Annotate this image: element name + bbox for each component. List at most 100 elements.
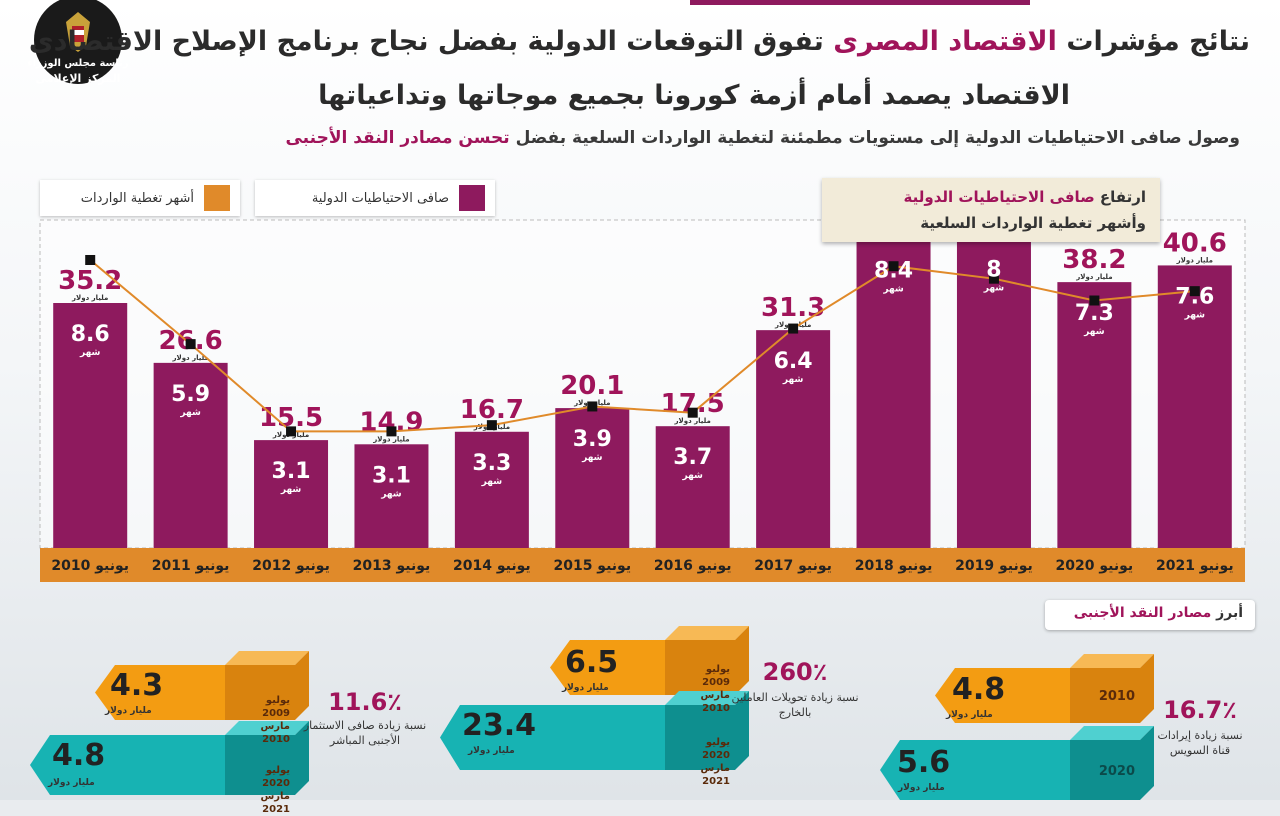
fdi-block-after-endcap [225, 735, 295, 795]
bar-reserves-2 [254, 440, 329, 548]
fdi-after-value: 4.8 [52, 738, 106, 773]
data-label-imports-5: 3.9 [573, 427, 612, 452]
unit-label-reserves-6: مليار دولار [674, 417, 711, 425]
remit-before-value: 6.5 [565, 645, 619, 680]
remit-after-value: 23.4 [462, 708, 537, 743]
fdi-block-before-endcap [225, 665, 295, 720]
bar-reserves-10 [1057, 282, 1132, 548]
suez-after-value: 5.6 [897, 745, 951, 780]
point-imports-4 [486, 420, 497, 431]
point-imports-10 [1089, 295, 1100, 306]
fdi-block-before-side [295, 651, 309, 720]
legend-swatch-reserves [459, 185, 485, 211]
x-tick-10: يونيو 2020 [1056, 558, 1134, 574]
cabinet-logo: رئاسة مجلس الوزراء المركز الإعلامى [27, 0, 129, 85]
remit-after-unit: مليار دولار [468, 746, 515, 756]
x-tick-2: يونيو 2012 [252, 558, 330, 574]
data-label-imports-9: 8 [986, 257, 1001, 282]
point-imports-3 [386, 426, 397, 437]
unit-label-imports-11: شهر [1184, 310, 1206, 320]
remit-block-before-side [735, 626, 749, 695]
sources-title: أبرز مصادر النقد الأجنبى [1045, 600, 1255, 630]
bar-reserves-8 [856, 239, 931, 548]
unit-label-reserves-1: مليار دولار [171, 354, 208, 362]
data-label-imports-3: 3.1 [372, 463, 411, 488]
legend-imports: أشهر تغطية الواردات [40, 180, 240, 216]
bar-reserves-4 [454, 431, 529, 548]
fdi-before-value: 4.3 [110, 668, 164, 703]
suez-block-before-top [1070, 654, 1154, 668]
data-label-imports-11: 7.6 [1175, 284, 1214, 309]
data-label-imports-4: 3.3 [472, 451, 511, 476]
bar-reserves-11 [1157, 265, 1232, 548]
data-label-reserves-0: 35.2 [58, 266, 122, 296]
data-label-imports-2: 3.1 [272, 459, 311, 484]
bar-reserves-3 [354, 444, 429, 548]
x-tick-6: يونيو 2016 [654, 558, 732, 574]
page-title-line2: الاقتصاد يصمد أمام أزمة كورونا بجميع موج… [318, 80, 1070, 111]
unit-label-imports-9: شهر [983, 283, 1005, 293]
unit-label-reserves-0: مليار دولار [71, 294, 108, 302]
unit-label-imports-1: شهر [179, 408, 201, 418]
fdi-block-after-side [295, 721, 309, 795]
suez-desc: نسبة زيادة إيرادات قناة السويس [1157, 729, 1243, 757]
data-label-imports-7: 6.4 [774, 349, 813, 374]
data-label-reserves-4: 16.7 [460, 395, 524, 425]
bar-reserves-0 [53, 303, 128, 548]
point-imports-7 [788, 323, 799, 334]
unit-label-imports-6: شهر [682, 471, 704, 481]
fdi-pct: 11.6٪ [328, 688, 402, 716]
suez-after-period: 2020 [1098, 764, 1135, 779]
x-tick-8: يونيو 2018 [855, 558, 933, 574]
point-imports-5 [587, 401, 598, 412]
fdi-after-unit: مليار دولار [48, 778, 95, 788]
x-tick-7: يونيو 2017 [754, 558, 832, 574]
logo-text-top: رئاسة مجلس الوزراء [27, 58, 128, 69]
logo-text-bottom: المركز الإعلامى [36, 72, 121, 85]
data-label-reserves-5: 20.1 [560, 371, 624, 401]
point-imports-6 [687, 407, 698, 418]
suez-block-after-side [1140, 726, 1154, 800]
bar-reserves-5 [555, 408, 630, 548]
remit-block-before-top [665, 626, 749, 640]
fdi-before-period: يوليو 2009 مارس 2010 [260, 695, 290, 745]
data-label-imports-0: 8.6 [71, 322, 110, 347]
unit-label-reserves-11: مليار دولار [1176, 256, 1213, 264]
top-accent-bar [690, 0, 1030, 5]
unit-label-imports-0: شهر [79, 348, 101, 358]
unit-label-imports-7: شهر [782, 375, 804, 385]
bar-reserves-7 [756, 330, 831, 548]
bar-reserves-1 [153, 362, 228, 548]
remit-block-after-front [440, 705, 735, 770]
unit-label-imports-2: شهر [280, 485, 302, 495]
page-title: نتائج مؤشرات الاقتصاد المصرى تفوق التوقع… [28, 26, 1250, 57]
fdi-after-period: يوليو 2020 مارس 2021 [260, 765, 290, 815]
x-tick-0: يونيو 2010 [51, 558, 129, 574]
data-label-reserves-10: 38.2 [1062, 245, 1126, 275]
point-imports-0 [85, 254, 96, 265]
x-axis-band [40, 548, 1245, 582]
data-label-reserves-7: 31.3 [761, 293, 825, 323]
line-imports [89, 259, 1195, 433]
legend-label-imports: أشهر تغطية الواردات [80, 190, 194, 206]
fdi-desc: نسبة زيادة صافى الاستثمار الأجنبى المباش… [303, 719, 427, 747]
suez-pct: 16.7٪ [1163, 696, 1237, 724]
remit-pct: 260٪ [762, 658, 828, 686]
remit-block-after-side [735, 691, 749, 770]
suez-before-value: 4.8 [952, 672, 1006, 707]
data-label-reserves-11: 40.6 [1163, 228, 1227, 258]
fdi-before-unit: مليار دولار [105, 706, 152, 716]
x-tick-3: يونيو 2013 [353, 558, 431, 574]
plot-frame [39, 219, 1246, 549]
unit-label-imports-8: شهر [882, 285, 904, 295]
legend-label-reserves: صافى الاحتياطيات الدولية [311, 190, 449, 206]
suez-before-period: 2010 [1098, 689, 1135, 704]
unit-label-reserves-3: مليار دولار [372, 435, 409, 443]
bar-reserves-9 [956, 238, 1031, 548]
unit-label-imports-3: شهر [380, 489, 402, 499]
bar-reserves-6 [655, 426, 730, 548]
suez-block-after-endcap [1070, 740, 1140, 800]
unit-label-imports-5: شهر [581, 453, 603, 463]
